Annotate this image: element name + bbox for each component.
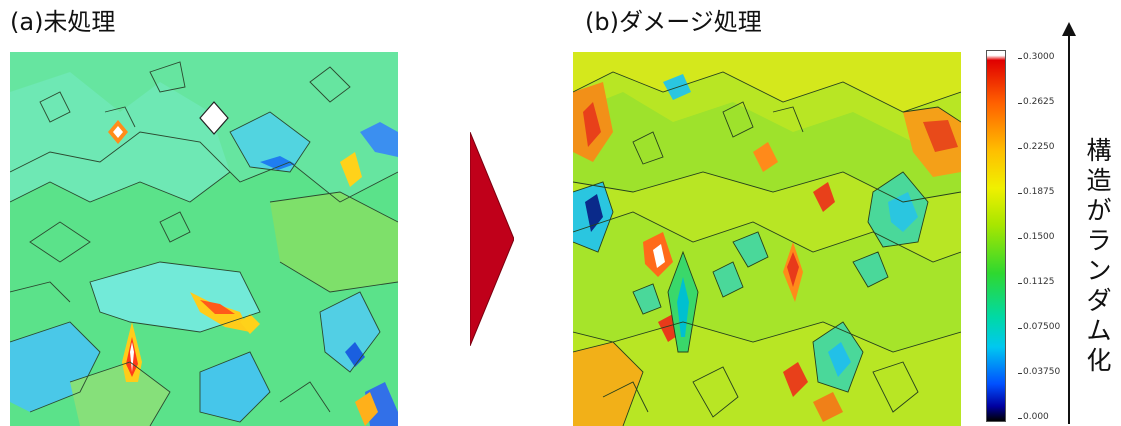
colorbar-tick: 0.2625 — [1018, 97, 1055, 107]
up-arrow-icon — [1062, 22, 1076, 36]
colorbar-tick: 0.07500 — [1017, 322, 1061, 332]
colorbar-tick: 0.1500 — [1018, 232, 1055, 242]
colorbar-tick: 0.000 — [1018, 412, 1049, 422]
colorbar-tick: 0.2250 — [1018, 142, 1055, 152]
colorbar-tick: 0.1125 — [1018, 277, 1055, 287]
colorbar-tick: 0.03750 — [1017, 367, 1061, 377]
contour-map-untreated — [10, 52, 398, 426]
colorbar-tick: 0.3000 — [1018, 52, 1055, 62]
contour-map-damaged — [573, 52, 961, 426]
randomization-axis-line — [1068, 30, 1070, 424]
panel-b-title: (b)ダメージ処理 — [585, 8, 762, 36]
colorbar-gradient — [986, 50, 1006, 422]
transition-arrow — [470, 132, 514, 346]
panel-a-title: (a)未処理 — [10, 8, 116, 36]
colorbar-tick: 0.1875 — [1018, 187, 1055, 197]
colorbar — [985, 50, 1019, 424]
randomization-label: 構造がランダム化 — [1086, 136, 1112, 375]
